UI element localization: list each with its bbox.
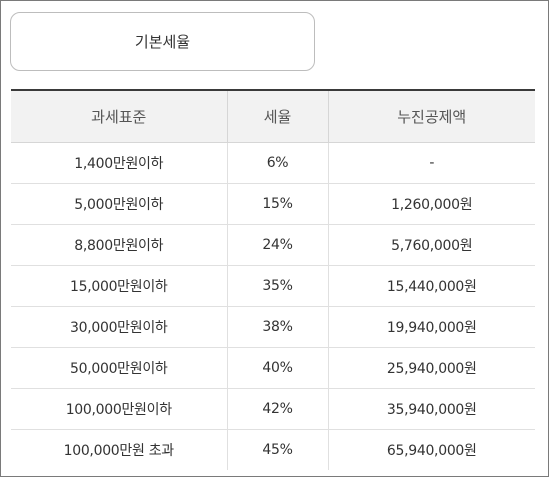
tab-basic-tax-rate[interactable]: 기본세율 <box>10 12 315 71</box>
cell-tax-rate: 6% <box>227 142 329 184</box>
header-tax-rate: 세율 <box>227 90 329 143</box>
cell-tax-base: 5,000만원이하 <box>11 183 228 225</box>
cell-tax-base: 50,000만원이하 <box>11 347 228 389</box>
cell-tax-rate: 38% <box>227 306 329 348</box>
header-progressive-deduction: 누진공제액 <box>328 90 535 143</box>
cell-deduction: 35,940,000원 <box>328 388 535 430</box>
table-row: 50,000만원이하 40% 25,940,000원 <box>11 347 535 389</box>
cell-deduction: - <box>328 142 535 184</box>
cell-deduction: 25,940,000원 <box>328 347 535 389</box>
cell-tax-rate: 35% <box>227 265 329 307</box>
header-tax-base: 과세표준 <box>11 90 228 143</box>
table-row: 100,000만원이하 42% 35,940,000원 <box>11 388 535 430</box>
cell-deduction: 5,760,000원 <box>328 224 535 266</box>
cell-tax-base: 100,000만원 초과 <box>11 429 228 470</box>
cell-tax-base: 30,000만원이하 <box>11 306 228 348</box>
cell-tax-base: 15,000만원이하 <box>11 265 228 307</box>
cell-tax-base: 8,800만원이하 <box>11 224 228 266</box>
cell-tax-rate: 15% <box>227 183 329 225</box>
cell-tax-rate: 24% <box>227 224 329 266</box>
table-row: 30,000만원이하 38% 19,940,000원 <box>11 306 535 348</box>
table-row: 100,000만원 초과 45% 65,940,000원 <box>11 429 535 470</box>
cell-tax-rate: 45% <box>227 429 329 470</box>
cell-tax-base: 1,400만원이하 <box>11 142 228 184</box>
table-row: 5,000만원이하 15% 1,260,000원 <box>11 183 535 225</box>
cell-deduction: 19,940,000원 <box>328 306 535 348</box>
table-row: 1,400만원이하 6% - <box>11 142 535 184</box>
tab-label: 기본세율 <box>134 33 191 51</box>
cell-tax-base: 100,000만원이하 <box>11 388 228 430</box>
table-row: 8,800만원이하 24% 5,760,000원 <box>11 224 535 266</box>
cell-deduction: 1,260,000원 <box>328 183 535 225</box>
table-row: 15,000만원이하 35% 15,440,000원 <box>11 265 535 307</box>
table-header-row: 과세표준 세율 누진공제액 <box>11 90 535 143</box>
cell-tax-rate: 42% <box>227 388 329 430</box>
cell-tax-rate: 40% <box>227 347 329 389</box>
cell-deduction: 65,940,000원 <box>386 443 477 459</box>
cell-deduction: 15,440,000원 <box>328 265 535 307</box>
tax-rate-table: 과세표준 세율 누진공제액 1,400만원이하 6% - 5,000만원이하 1… <box>11 89 535 470</box>
